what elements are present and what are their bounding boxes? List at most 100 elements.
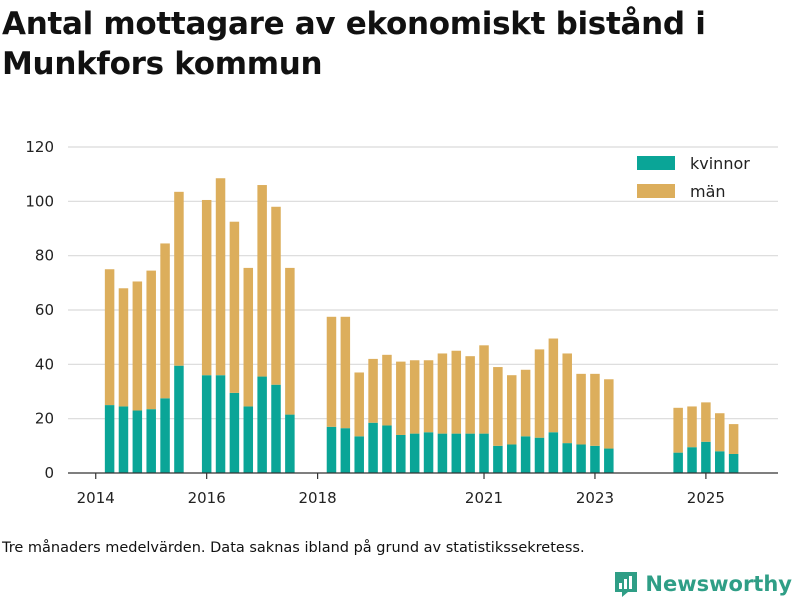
bar-män xyxy=(409,360,420,434)
bar-män xyxy=(215,178,226,376)
bar-kvinnor xyxy=(715,451,725,473)
bar-män xyxy=(118,288,129,407)
bar-män xyxy=(271,206,281,385)
bar-kvinnor xyxy=(548,432,559,473)
bar-män xyxy=(104,269,115,406)
bar-män xyxy=(174,191,184,366)
y-tick-label: 100 xyxy=(25,192,54,210)
bar-män xyxy=(451,350,462,434)
bar-kvinnor xyxy=(534,437,545,473)
bar-män xyxy=(687,406,697,448)
bar-män xyxy=(340,316,351,429)
bar-män xyxy=(562,353,572,444)
bar-män xyxy=(715,413,725,452)
bar-kvinnor xyxy=(479,433,489,473)
bar-män xyxy=(728,424,739,454)
bar-män xyxy=(201,199,212,376)
bar-kvinnor xyxy=(562,443,572,473)
bar-män xyxy=(354,372,364,437)
bar-män xyxy=(257,185,267,377)
bar-kvinnor xyxy=(507,444,517,473)
bar-kvinnor xyxy=(673,452,683,473)
bar-kvinnor xyxy=(201,375,212,473)
bar-kvinnor xyxy=(520,436,531,473)
bar-kvinnor xyxy=(465,433,475,473)
bars xyxy=(104,178,739,473)
bar-kvinnor xyxy=(215,375,226,473)
legend-label-kvinnor: kvinnor xyxy=(690,154,750,173)
bar-män xyxy=(673,407,683,453)
bar-kvinnor xyxy=(174,365,184,473)
bar-män xyxy=(326,316,337,427)
bar-män xyxy=(465,356,475,434)
newsworthy-logo-icon xyxy=(615,572,638,597)
bar-kvinnor xyxy=(326,426,337,473)
bar-kvinnor xyxy=(409,433,420,473)
bar-män xyxy=(548,338,559,433)
bar-kvinnor xyxy=(257,376,267,473)
x-tick-label: 2014 xyxy=(77,489,115,507)
page-title: Antal mottagare av ekonomiskt bistånd i … xyxy=(2,6,706,82)
footnote: Tre månaders medelvärden. Data saknas ib… xyxy=(2,540,585,556)
bar-kvinnor xyxy=(354,436,364,473)
bar-kvinnor xyxy=(590,445,600,473)
bar-kvinnor xyxy=(243,406,254,473)
bar-kvinnor xyxy=(285,414,295,473)
x-tick-label: 2021 xyxy=(465,489,503,507)
bar-kvinnor xyxy=(604,448,614,473)
bar-kvinnor xyxy=(701,441,711,473)
legend-swatch-män xyxy=(637,184,675,198)
x-tick-label: 2016 xyxy=(188,489,226,507)
bar-kvinnor xyxy=(132,410,143,473)
y-tick-label: 0 xyxy=(44,464,54,482)
bar-män xyxy=(396,361,406,435)
y-tick-label: 60 xyxy=(35,301,54,319)
bar-kvinnor xyxy=(451,433,462,473)
bar-män xyxy=(132,281,143,411)
legend: kvinnor män xyxy=(628,151,766,201)
legend-label-män: män xyxy=(690,182,726,201)
bar-kvinnor xyxy=(687,447,697,473)
bar-kvinnor xyxy=(104,405,115,473)
legend-swatch-kvinnor xyxy=(637,156,675,170)
bar-män xyxy=(576,373,586,445)
bar-kvinnor xyxy=(368,422,378,473)
y-tick-label: 120 xyxy=(25,138,54,156)
bar-män xyxy=(382,354,392,426)
bar-män xyxy=(590,373,600,446)
bar-män xyxy=(229,221,240,393)
bar-män xyxy=(701,402,711,442)
bar-män xyxy=(479,345,489,434)
axes: 0 20 40 60 80 100 120 2014 2016 2018 2021 2023 2025 xyxy=(25,138,778,507)
x-tick-label: 2023 xyxy=(576,489,614,507)
y-tick-label: 40 xyxy=(35,355,54,373)
bar-kvinnor xyxy=(146,409,156,473)
bar-kvinnor xyxy=(728,453,739,473)
bar-män xyxy=(423,360,434,433)
x-tick-label: 2018 xyxy=(299,489,337,507)
bar-män xyxy=(604,379,614,449)
bar-män xyxy=(507,375,517,445)
brand-name: Newsworthy xyxy=(645,572,792,596)
bar-män xyxy=(243,267,254,407)
bar-kvinnor xyxy=(118,406,129,473)
brand-logo: Newsworthy xyxy=(613,568,792,600)
bar-män xyxy=(160,243,170,399)
y-tick-label: 80 xyxy=(35,247,54,265)
bar-kvinnor xyxy=(382,425,392,473)
grid-lines xyxy=(68,146,778,420)
bar-män xyxy=(368,358,378,423)
y-tick-label: 20 xyxy=(35,410,54,428)
bar-kvinnor xyxy=(229,392,240,473)
bar-kvinnor xyxy=(493,445,503,473)
bar-män xyxy=(437,353,448,434)
bar-kvinnor xyxy=(437,433,448,473)
bar-kvinnor xyxy=(423,432,434,473)
bar-män xyxy=(534,349,545,438)
x-tick-label: 2025 xyxy=(687,489,725,507)
bar-kvinnor xyxy=(396,434,406,473)
bar-kvinnor xyxy=(271,384,281,473)
bar-kvinnor xyxy=(160,398,170,473)
bar-kvinnor xyxy=(340,428,351,473)
